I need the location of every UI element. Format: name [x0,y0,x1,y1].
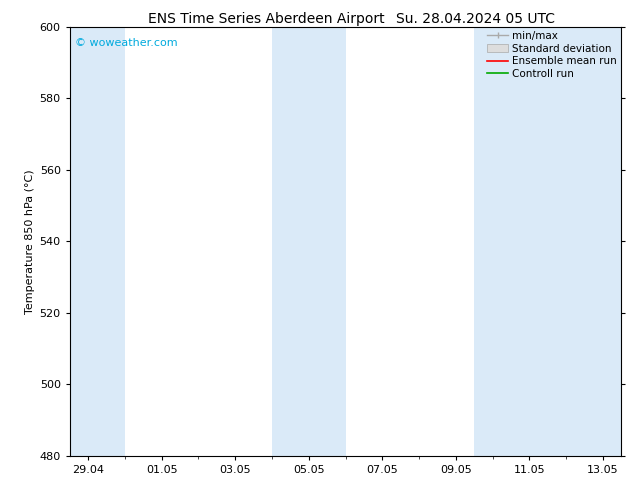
Bar [272,27,346,456]
Text: © woweather.com: © woweather.com [75,38,178,48]
Y-axis label: Temperature 850 hPa (°C): Temperature 850 hPa (°C) [25,169,36,314]
Bar [70,27,125,456]
Text: ENS Time Series Aberdeen Airport: ENS Time Series Aberdeen Airport [148,12,385,26]
Text: Su. 28.04.2024 05 UTC: Su. 28.04.2024 05 UTC [396,12,555,26]
Legend: min/max, Standard deviation, Ensemble mean run, Controll run: min/max, Standard deviation, Ensemble me… [485,29,619,81]
Bar [474,27,621,456]
